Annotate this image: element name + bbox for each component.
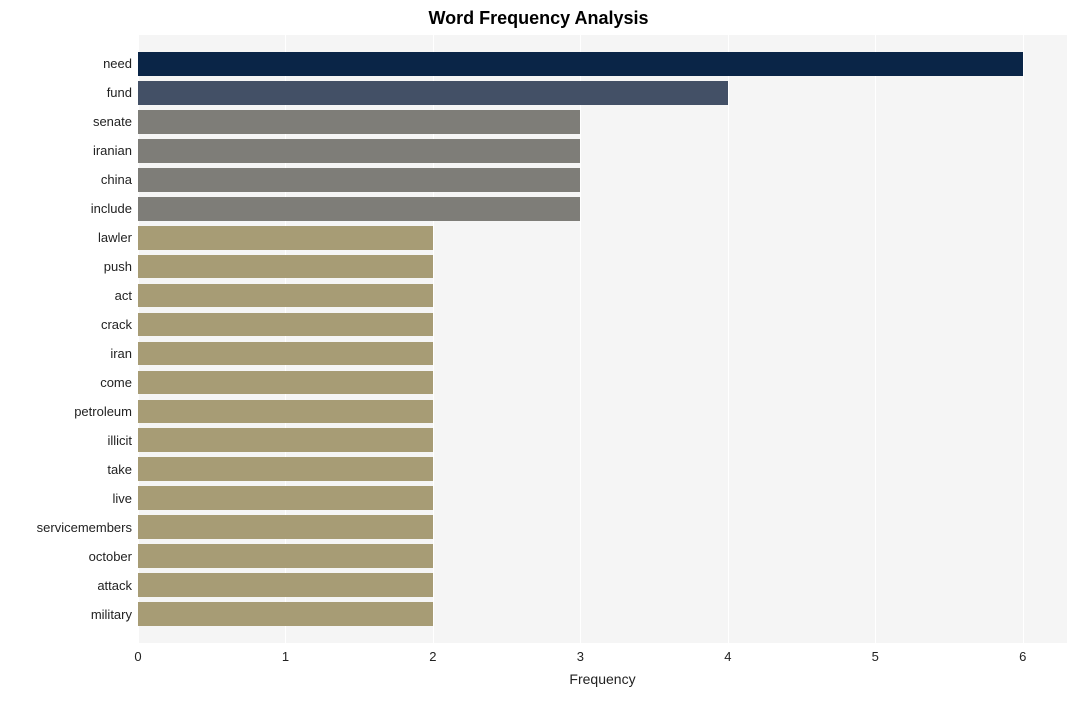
grid-line: [580, 35, 581, 643]
bar: [138, 139, 580, 163]
y-tick-label: illicit: [107, 432, 138, 449]
bar: [138, 602, 433, 626]
x-tick-label: 0: [134, 643, 141, 664]
bar: [138, 371, 433, 395]
y-tick-label: act: [115, 287, 138, 304]
y-tick-label: iran: [110, 345, 138, 362]
bar: [138, 428, 433, 452]
x-tick-label: 1: [282, 643, 289, 664]
bar: [138, 573, 433, 597]
bar: [138, 544, 433, 568]
y-tick-label: crack: [101, 316, 138, 333]
y-tick-label: fund: [107, 84, 138, 101]
bar: [138, 515, 433, 539]
bar: [138, 168, 580, 192]
y-tick-label: military: [91, 606, 138, 623]
y-tick-label: attack: [97, 577, 138, 594]
y-tick-label: need: [103, 55, 138, 72]
y-tick-label: include: [91, 200, 138, 217]
bar: [138, 81, 728, 105]
word-frequency-chart: Word Frequency Analysis Frequency 012345…: [0, 0, 1077, 701]
y-tick-label: servicemembers: [37, 519, 138, 536]
x-tick-label: 5: [872, 643, 879, 664]
x-tick-label: 4: [724, 643, 731, 664]
bar: [138, 400, 433, 424]
y-tick-label: petroleum: [74, 403, 138, 420]
plot-area: Frequency 0123456needfundsenateiranianch…: [138, 35, 1067, 643]
grid-line: [1023, 35, 1024, 643]
bar: [138, 342, 433, 366]
y-tick-label: china: [101, 171, 138, 188]
grid-line: [875, 35, 876, 643]
y-tick-label: lawler: [98, 229, 138, 246]
y-tick-label: push: [104, 258, 138, 275]
y-tick-label: come: [100, 374, 138, 391]
bar: [138, 313, 433, 337]
bar: [138, 52, 1023, 76]
y-tick-label: october: [89, 548, 138, 565]
bar: [138, 110, 580, 134]
bar: [138, 457, 433, 481]
x-tick-label: 2: [429, 643, 436, 664]
chart-title: Word Frequency Analysis: [0, 8, 1077, 29]
grid-line: [728, 35, 729, 643]
y-tick-label: live: [112, 490, 138, 507]
bar: [138, 255, 433, 279]
bar: [138, 486, 433, 510]
y-tick-label: senate: [93, 113, 138, 130]
x-tick-label: 3: [577, 643, 584, 664]
bar: [138, 197, 580, 221]
y-tick-label: iranian: [93, 142, 138, 159]
bar: [138, 226, 433, 250]
bar: [138, 284, 433, 308]
x-tick-label: 6: [1019, 643, 1026, 664]
y-tick-label: take: [107, 461, 138, 478]
